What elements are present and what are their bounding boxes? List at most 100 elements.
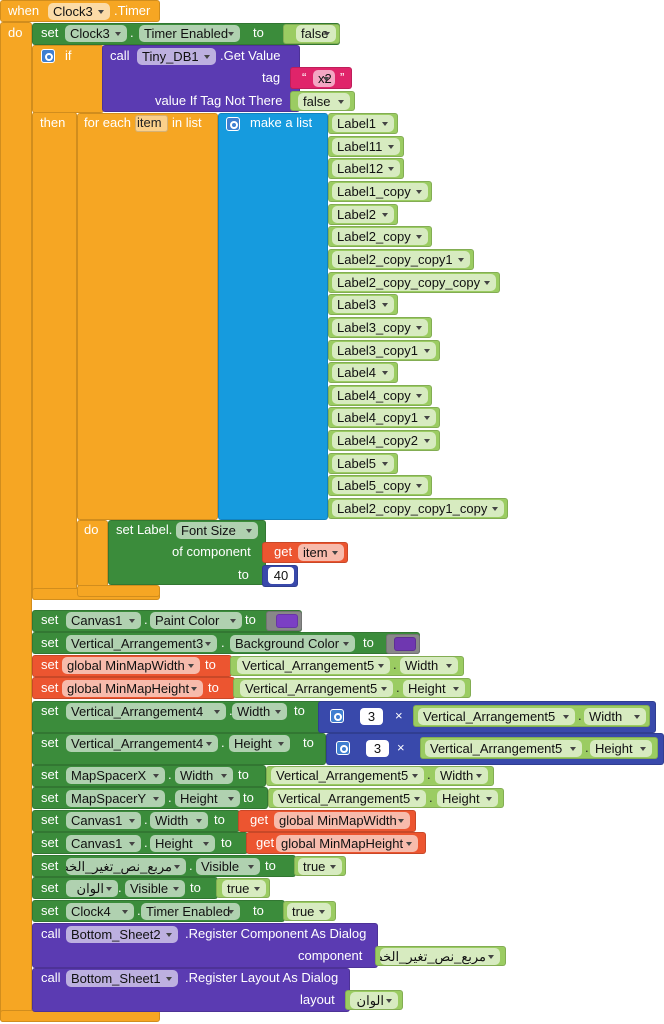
dropdown-field: Label3_copy: [332, 318, 428, 336]
block-label: when: [8, 3, 40, 18]
block-label: get: [250, 812, 269, 827]
block-label: set: [41, 657, 59, 672]
block-label: set: [41, 812, 59, 827]
mutator-icon: [330, 709, 344, 723]
block-label: to: [245, 612, 256, 627]
dropdown-field: Width: [400, 657, 458, 674]
dropdown-field: global MinMapWidth: [274, 812, 410, 829]
block-label: .: [144, 812, 148, 827]
dropdown-field: Label3_copy1: [332, 341, 436, 359]
variable-pill: [135, 115, 168, 132]
dropdown-field: Label4_copy2: [332, 432, 436, 450]
block-label: .: [393, 657, 397, 672]
block-label: set: [41, 680, 59, 695]
dropdown-field: Height: [590, 740, 652, 757]
dropdown-field: Label2: [332, 205, 394, 223]
dropdown-field: global MinMapWidth: [62, 657, 200, 674]
block-label: .Timer: [114, 3, 151, 18]
dropdown-field: true: [222, 880, 266, 897]
block-label: get: [256, 835, 275, 850]
block-label: if: [65, 48, 72, 63]
block-label: tag: [262, 70, 281, 85]
dropdown-field: Visible: [196, 858, 260, 875]
block-label: ×: [395, 708, 403, 723]
block-label: to: [221, 835, 232, 850]
dropdown-field: MapSpacerY: [66, 790, 165, 807]
block-label: then: [40, 115, 66, 130]
dropdown-field: Label4_copy: [332, 386, 428, 404]
dropdown-field: true: [287, 903, 331, 920]
dropdown-field: Vertical_Arrangement3: [66, 635, 217, 652]
block-label: .: [168, 767, 172, 782]
block-label: for each: [84, 115, 131, 130]
dropdown-field: Visible: [125, 880, 185, 897]
dropdown-field: Font Size: [176, 522, 258, 539]
block-label: to: [243, 790, 254, 805]
dropdown-field: Bottom_Sheet2: [66, 926, 178, 943]
block-label: to: [238, 767, 249, 782]
dropdown-field: global MinMapHeight: [276, 835, 418, 852]
dropdown-field: Label2_copy: [332, 228, 428, 246]
block-label: make a list: [250, 115, 313, 130]
block-label: to: [253, 903, 264, 918]
dropdown-field: Vertical_Arrangement5: [425, 740, 582, 757]
block-label: .: [396, 680, 400, 695]
dropdown-field: item: [298, 544, 344, 561]
block-label: to: [363, 635, 374, 650]
block-label: “: [302, 70, 307, 85]
dropdown-field: مربع_نص_تغير_الخط: [66, 858, 186, 875]
dropdown-field: Clock3: [48, 3, 110, 20]
event-block: [0, 22, 32, 1022]
dropdown-field: Tiny_DB1: [137, 48, 216, 65]
block-label: to: [190, 880, 201, 895]
dropdown-field: Height: [175, 790, 240, 807]
dropdown-field: الوان: [66, 880, 118, 897]
block-label: set: [41, 25, 59, 40]
dropdown-field: Label3: [332, 296, 394, 314]
block-label: set: [41, 703, 59, 718]
block-label: .: [429, 790, 433, 805]
dropdown-field: false: [296, 25, 336, 42]
dropdown-field: Bottom_Sheet1: [66, 970, 178, 987]
block-label: .: [585, 740, 589, 755]
block-label: to: [265, 858, 276, 873]
block-label: set: [41, 880, 59, 895]
dropdown-field: Height: [150, 835, 215, 852]
block-label: to: [294, 703, 305, 718]
dropdown-field: Paint Color: [150, 612, 242, 629]
block-label: set: [41, 767, 59, 782]
block-label: in list: [172, 115, 202, 130]
block-label: of component: [172, 544, 251, 559]
block-label: do: [84, 522, 99, 537]
block-label: get: [274, 544, 293, 559]
dropdown-field: Height: [403, 680, 465, 697]
block-label: set: [41, 858, 59, 873]
block-label: component: [298, 948, 363, 963]
block-label: call: [41, 970, 61, 985]
make-list-block: [218, 113, 328, 520]
block-label: .: [118, 880, 122, 895]
dropdown-field: Timer Enabled: [141, 903, 240, 920]
number-field: 3: [366, 740, 389, 757]
dropdown-field: Vertical_Arrangement5: [273, 790, 426, 807]
block-label: .: [221, 735, 225, 750]
block-label: do: [8, 25, 23, 40]
block-label: .: [130, 25, 134, 40]
dropdown-field: Label5: [332, 454, 394, 472]
dropdown-field: Width: [175, 767, 233, 784]
dropdown-field: Vertical_Arrangement5: [418, 708, 575, 725]
block-label: .: [578, 708, 582, 723]
dropdown-field: Timer Enabled: [139, 25, 240, 42]
block-label: layout: [300, 992, 335, 1007]
color-swatch: [276, 614, 298, 628]
block-label: to: [238, 567, 249, 582]
dropdown-field: Vertical_Arrangement5: [271, 767, 424, 784]
dropdown-field: مربع_نص_تغير_الخط: [380, 948, 500, 965]
dropdown-field: false: [298, 93, 350, 110]
dropdown-field: Label1: [332, 115, 394, 132]
dropdown-field: MapSpacerX: [66, 767, 165, 784]
block-label: to: [214, 812, 225, 827]
dropdown-field: Width: [150, 812, 208, 829]
block-label: to: [303, 735, 314, 750]
